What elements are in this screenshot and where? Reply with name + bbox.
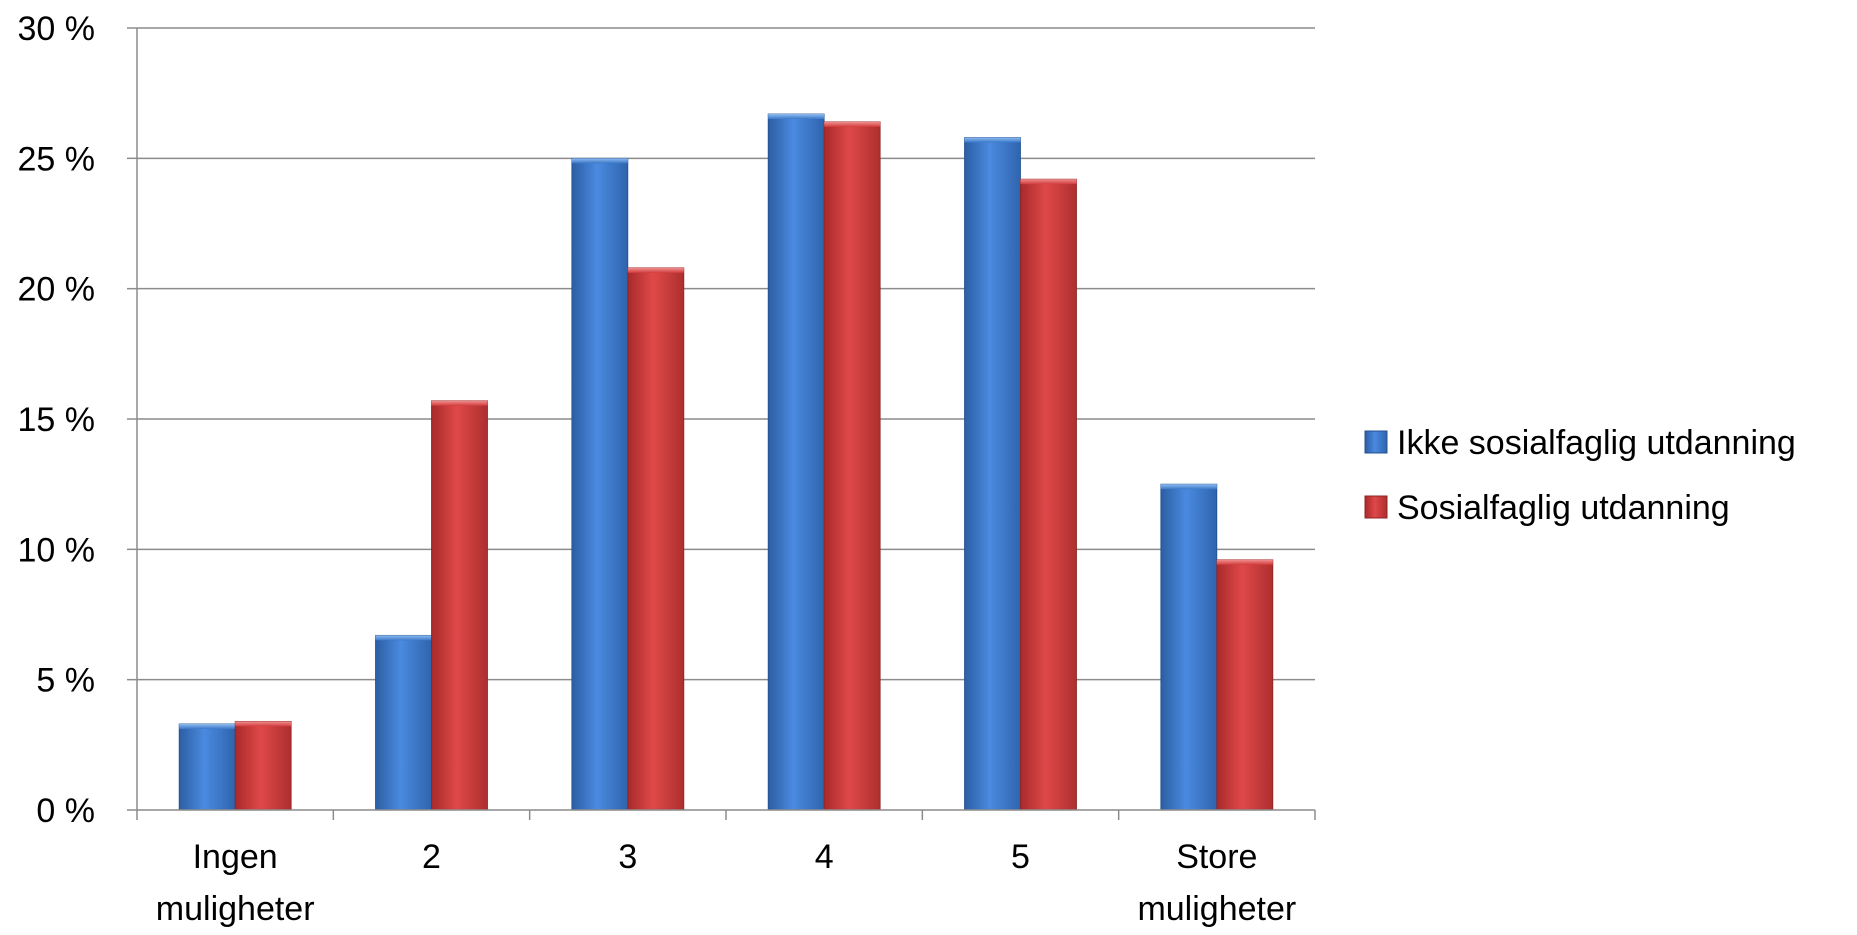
- bars: [178, 113, 1274, 811]
- legend-swatch: [1364, 430, 1388, 454]
- bar-body: [964, 137, 1021, 811]
- bar: [178, 723, 236, 811]
- x-tick-label: 4: [815, 838, 834, 876]
- x-tick-label: 2: [422, 838, 441, 876]
- bar-top-highlight: [768, 114, 825, 120]
- legend-item: Ikke sosialfaglig utdanning: [1364, 424, 1796, 462]
- y-tick-label: 5 %: [36, 662, 95, 700]
- bar-top-highlight: [235, 721, 292, 727]
- x-tick-label: Ingen: [193, 838, 278, 876]
- bar: [767, 113, 825, 811]
- y-tick-label: 15 %: [18, 401, 96, 439]
- y-tick-label: 10 %: [18, 531, 96, 569]
- bar-body: [1160, 483, 1218, 811]
- legend-label: Sosialfaglig utdanning: [1397, 489, 1730, 527]
- bar-body: [627, 267, 685, 811]
- bar-body: [823, 121, 881, 811]
- bar-body: [767, 113, 825, 811]
- bar-top-highlight: [1020, 179, 1077, 185]
- x-tick-label: muligheter: [156, 890, 315, 928]
- bar: [431, 400, 488, 811]
- legend-swatch: [1364, 495, 1388, 519]
- bar: [1216, 559, 1274, 811]
- legend: Ikke sosialfaglig utdanning Sosialfaglig …: [1364, 424, 1796, 527]
- y-tick-label: 25 %: [18, 140, 96, 178]
- bar-body: [431, 400, 488, 811]
- bar-top-highlight: [571, 158, 628, 164]
- bar: [571, 157, 629, 811]
- axes: 0 % 5 % 10 % 15 % 20 % 25 % 30 % Ingen mulighete…: [18, 10, 1316, 928]
- legend-item: Sosialfaglig utdanning: [1364, 489, 1730, 527]
- bar: [627, 267, 685, 811]
- x-tick-label: 5: [1011, 838, 1030, 876]
- bar-top-highlight: [1216, 559, 1273, 565]
- x-tick-label: 3: [618, 838, 637, 876]
- bar-body: [375, 634, 432, 811]
- y-tick-label: 0 %: [36, 792, 95, 830]
- gridlines: [137, 27, 1315, 681]
- bar-top-highlight: [179, 723, 236, 729]
- bar-body: [178, 723, 236, 811]
- bar-top-highlight: [964, 137, 1021, 143]
- x-tick-label: muligheter: [1137, 890, 1296, 928]
- bar: [375, 634, 432, 811]
- bar-body: [1216, 559, 1274, 811]
- bar-body: [571, 157, 629, 811]
- y-tick-label: 20 %: [18, 271, 96, 309]
- bar: [964, 137, 1021, 811]
- legend-label: Ikke sosialfaglig utdanning: [1397, 424, 1796, 462]
- y-tick-label: 30 %: [18, 10, 96, 48]
- bar: [1020, 178, 1077, 811]
- bar: [234, 720, 292, 811]
- bar: [823, 121, 881, 811]
- bar-body: [234, 720, 292, 811]
- bar-top-highlight: [627, 267, 684, 273]
- bar-top-highlight: [431, 400, 488, 406]
- bar-top-highlight: [824, 121, 881, 127]
- bar-top-highlight: [1160, 484, 1217, 490]
- bar: [1160, 483, 1218, 811]
- bar-top-highlight: [375, 635, 432, 641]
- bar-body: [1020, 178, 1077, 811]
- x-tick-label: Store: [1176, 838, 1257, 876]
